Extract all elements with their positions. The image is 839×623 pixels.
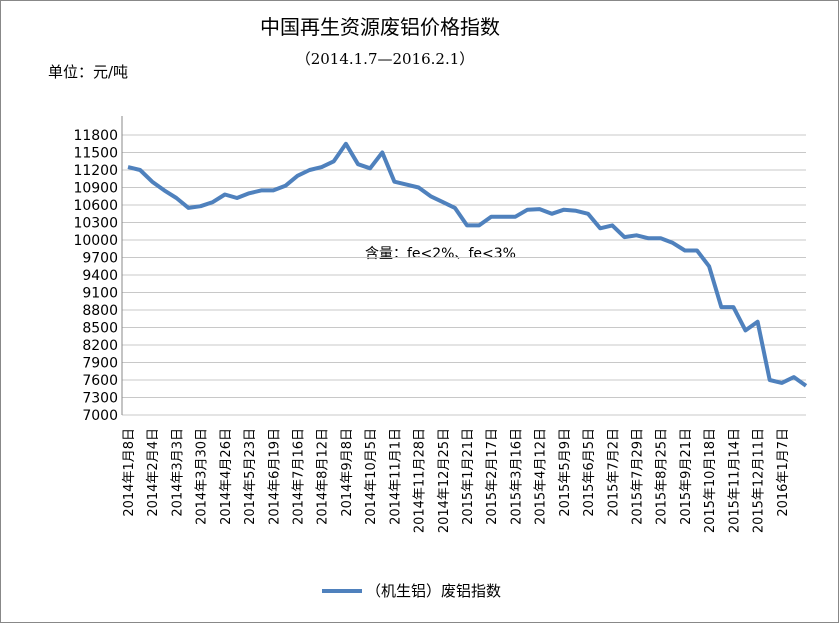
y-tick-label: 7600 <box>82 373 118 389</box>
x-tick-label: 2015年7月2日 <box>606 428 621 517</box>
x-tick-label: 2015年3月16日 <box>509 428 524 525</box>
x-tick-label: 2014年11月1日 <box>388 428 403 525</box>
x-tick-label: 2015年7月29日 <box>631 428 646 525</box>
x-tick-label: 2014年12月25日 <box>437 428 452 533</box>
x-tick-label: 2015年11月14日 <box>727 428 742 533</box>
x-tick-label: 2015年6月5日 <box>582 428 597 517</box>
y-tick-label: 10600 <box>73 198 118 214</box>
data-line <box>127 141 808 388</box>
chart-subtitle: （2014.1.7—2016.2.1） <box>296 50 475 68</box>
y-tick-label: 9700 <box>82 251 118 267</box>
x-tick-label: 2014年5月23日 <box>243 428 258 525</box>
x-tick-label: 2015年5月9日 <box>558 428 573 517</box>
x-tick-label: 2015年8月25日 <box>655 428 670 525</box>
x-tick-label: 2014年4月26日 <box>219 428 234 525</box>
chart-title: 中国再生资源废铝价格指数 <box>260 15 500 39</box>
x-tick-label: 2015年12月11日 <box>752 428 767 533</box>
y-tick-label: 8500 <box>82 321 118 337</box>
y-tick-label: 8200 <box>82 338 118 354</box>
x-tick-label: 2014年10月5日 <box>364 428 379 525</box>
x-tick-label: 2014年3月30日 <box>195 428 210 525</box>
x-tick-label: 2014年8月12日 <box>316 428 331 525</box>
y-tick-label: 7900 <box>82 356 118 372</box>
x-tick-label: 2014年11月28日 <box>413 428 428 533</box>
y-tick-label: 7000 <box>82 408 118 424</box>
x-tick-label: 2016年1月7日 <box>776 428 791 517</box>
annotation: 含量：fe<2%、fe<3% <box>365 246 516 262</box>
unit-label: 单位：元/吨 <box>48 63 128 81</box>
x-tick-label: 2014年9月8日 <box>340 428 355 517</box>
y-tick-label: 10900 <box>73 181 118 197</box>
x-tick-label: 2014年7月16日 <box>292 428 307 525</box>
legend-label: （机生铝）废铝指数 <box>366 582 501 600</box>
y-tick-label: 10300 <box>73 216 118 232</box>
x-tick-label: 2015年9月21日 <box>679 428 694 525</box>
y-tick-label: 10000 <box>73 233 118 249</box>
y-tick-label: 9400 <box>82 268 118 284</box>
x-tick-label: 2015年2月17日 <box>485 428 500 525</box>
x-tick-label: 2014年2月4日 <box>146 428 161 517</box>
x-tick-label: 2015年1月21日 <box>461 428 476 525</box>
y-tick-label: 7300 <box>82 391 118 407</box>
x-tick-label: 2015年4月12日 <box>534 428 549 525</box>
y-tick-label: 8800 <box>82 303 118 319</box>
y-tick-label: 11800 <box>73 128 118 144</box>
x-tick-label: 2014年3月3日 <box>170 428 185 517</box>
x-tick-label: 2015年10月18日 <box>703 428 718 533</box>
y-tick-label: 9100 <box>82 286 118 302</box>
y-tick-label: 11500 <box>73 146 118 162</box>
x-tick-label: 2014年6月19日 <box>267 428 282 525</box>
x-tick-label: 2014年1月8日 <box>122 428 137 517</box>
y-tick-label: 11200 <box>73 163 118 179</box>
